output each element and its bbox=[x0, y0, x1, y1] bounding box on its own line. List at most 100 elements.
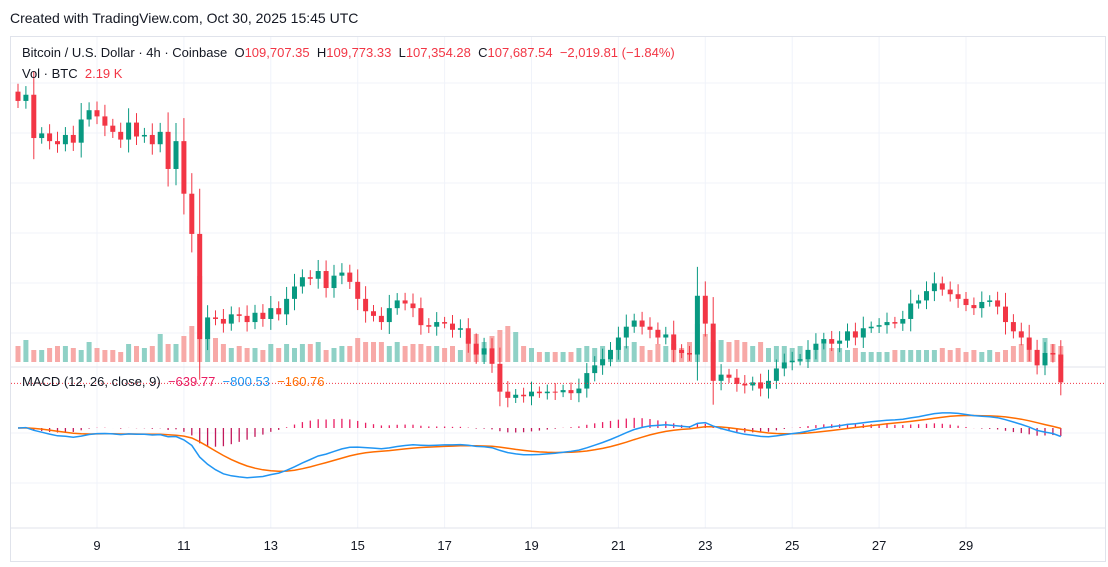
volume-bar bbox=[584, 346, 590, 362]
volume-bar bbox=[876, 352, 882, 362]
volume-bar bbox=[521, 346, 527, 362]
candle-body bbox=[505, 391, 511, 398]
x-tick-label: 19 bbox=[524, 538, 538, 553]
volume-bar bbox=[829, 348, 835, 362]
volume-bar bbox=[900, 350, 906, 362]
candle-body bbox=[852, 331, 858, 338]
volume-bar bbox=[536, 352, 542, 362]
macd-line bbox=[17, 412, 1062, 479]
volume-bar bbox=[457, 350, 463, 362]
candle-body bbox=[331, 275, 337, 289]
volume-bar bbox=[995, 352, 1001, 362]
candle-body bbox=[260, 312, 266, 319]
volume-bar bbox=[726, 342, 732, 362]
candle-body bbox=[205, 317, 211, 340]
candle-body bbox=[86, 110, 92, 120]
volume-bar bbox=[323, 350, 329, 362]
macd-line-value: −800.53 bbox=[222, 374, 270, 389]
volume-bar bbox=[244, 348, 250, 362]
x-tick-label: 27 bbox=[872, 538, 886, 553]
volume-bar bbox=[529, 348, 534, 362]
candle-body bbox=[189, 193, 195, 234]
candle-body bbox=[694, 295, 700, 355]
volume-bar bbox=[623, 346, 629, 362]
candle-body bbox=[742, 383, 748, 386]
candle-body bbox=[868, 326, 874, 329]
candle-body bbox=[402, 300, 408, 304]
volume-bar bbox=[718, 340, 724, 362]
candle-body bbox=[955, 294, 961, 299]
candle-body bbox=[149, 134, 155, 145]
volume-bar bbox=[884, 352, 890, 362]
candle-body bbox=[450, 323, 455, 330]
volume-bar bbox=[165, 344, 171, 362]
volume-bar bbox=[15, 346, 21, 362]
candle-body bbox=[963, 298, 969, 306]
candle-body bbox=[939, 283, 945, 290]
candle-body bbox=[299, 277, 305, 287]
candle-body bbox=[47, 133, 53, 142]
volume-bar bbox=[576, 348, 582, 362]
symbol-title[interactable]: Bitcoin / U.S. Dollar · 4h · Coinbase bbox=[22, 45, 228, 60]
volume-label[interactable]: Vol · BTC bbox=[22, 66, 78, 81]
candle-body bbox=[924, 291, 929, 301]
volume-bar bbox=[386, 346, 392, 362]
candle-body bbox=[647, 326, 653, 330]
candle-body bbox=[497, 363, 503, 392]
volume-bar bbox=[134, 346, 139, 362]
volume-bar bbox=[892, 350, 898, 362]
volume-bar bbox=[931, 350, 937, 362]
macd-signal-line bbox=[17, 414, 1061, 473]
candle-body bbox=[987, 300, 993, 302]
volume-bar bbox=[852, 348, 858, 362]
x-tick-label: 17 bbox=[437, 538, 451, 553]
candle-body bbox=[1050, 352, 1056, 355]
candle-body bbox=[679, 349, 685, 353]
candle-body bbox=[615, 337, 621, 350]
candle-body bbox=[805, 349, 811, 360]
volume-bar bbox=[355, 338, 361, 362]
volume-bar bbox=[118, 352, 124, 362]
candle-body bbox=[1026, 337, 1032, 350]
volume-bar bbox=[236, 346, 242, 362]
volume-value: 2.19 K bbox=[84, 66, 123, 81]
close-label: C bbox=[478, 45, 488, 60]
candle-body bbox=[31, 94, 37, 139]
volume-bar bbox=[276, 348, 282, 362]
candle-body bbox=[702, 295, 708, 324]
volume-bar bbox=[110, 350, 116, 362]
candle-body bbox=[110, 125, 116, 132]
macd-label[interactable]: MACD (12, 26, close, 9) bbox=[22, 374, 161, 389]
volume-bar bbox=[568, 352, 574, 362]
candle-body bbox=[442, 322, 448, 324]
volume-bar bbox=[868, 352, 874, 362]
volume-bar bbox=[39, 350, 45, 362]
volume-bar bbox=[307, 344, 313, 362]
x-tick-label: 29 bbox=[959, 538, 973, 553]
candle-body bbox=[884, 322, 890, 326]
high-label: H bbox=[316, 45, 327, 60]
volume-bar bbox=[23, 340, 29, 362]
volume-bar bbox=[734, 340, 740, 362]
candle-body bbox=[252, 312, 258, 323]
volume-bar bbox=[213, 338, 218, 362]
volume-bar bbox=[141, 348, 147, 362]
candle-body bbox=[102, 116, 108, 126]
change-value: −2,019.81 (−1.84%) bbox=[559, 45, 675, 60]
candle-body bbox=[758, 382, 764, 389]
chart-frame bbox=[10, 36, 1106, 562]
volume-bar bbox=[647, 350, 653, 362]
candle-body bbox=[766, 380, 771, 389]
volume-bar bbox=[157, 334, 163, 362]
candle-body bbox=[908, 303, 914, 319]
volume-bar bbox=[971, 350, 977, 362]
candle-body bbox=[639, 320, 645, 327]
volume-bar bbox=[702, 334, 708, 362]
candle-body bbox=[521, 394, 527, 397]
candle-body bbox=[1058, 354, 1064, 383]
volume-bar bbox=[220, 344, 226, 362]
volume-bar bbox=[442, 348, 448, 362]
open-value: 109,707.35 bbox=[244, 45, 310, 60]
candle-body bbox=[339, 272, 345, 276]
